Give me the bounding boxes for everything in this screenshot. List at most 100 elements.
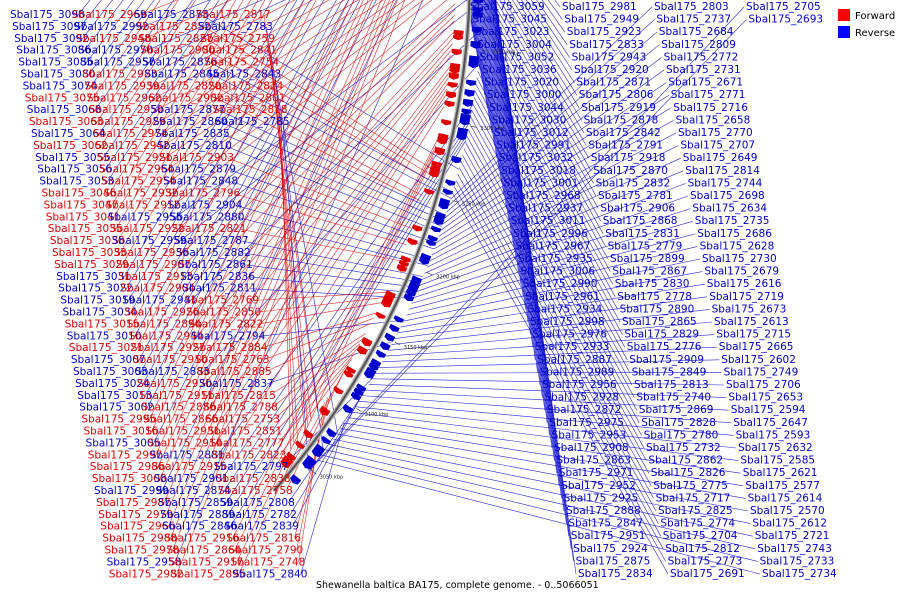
scale-tick-label: 3150 kbp: [404, 345, 428, 351]
scale-tick-label: 3350 kbp: [492, 49, 516, 55]
gene-label: Sbal175_2997: [88, 449, 163, 461]
gene-label: Sbal175_2916: [164, 533, 239, 545]
label-leader-line: [222, 133, 443, 227]
reverse-feature: [326, 427, 337, 438]
gene-label: Sbal175_3003: [73, 366, 148, 378]
scale-tick-label: 3300 kbp: [481, 126, 505, 132]
gene-label: Sbal175_2983: [83, 69, 158, 81]
map-caption: Shewanella baltica BA175, complete genom…: [316, 580, 599, 591]
label-leader-line: [478, 64, 621, 323]
label-leader-line: [492, 0, 548, 423]
gene-label: Sbal175_3062: [33, 140, 108, 152]
gene-label: Sbal175_2816: [226, 533, 301, 545]
gene-label: Sbal175_3045: [472, 14, 547, 26]
reverse-feature: [473, 0, 484, 5]
label-leader-line: [467, 0, 474, 33]
reverse-feature: [461, 108, 472, 115]
reverse-feature: [472, 11, 483, 19]
label-leader-line: [208, 50, 428, 180]
label-leader-line: [154, 0, 330, 99]
reverse-feature: [375, 349, 387, 358]
gene-label: Sbal175_2879: [161, 164, 236, 176]
label-leader-line: [491, 0, 592, 171]
gene-label: Sbal175_2763: [195, 354, 270, 366]
forward-feature: [434, 146, 446, 156]
label-leader-line: [138, 0, 337, 361]
gene-label: Sbal175_2968: [506, 190, 581, 202]
gene-label: Sbal175_2753: [205, 414, 280, 426]
label-leader-line: [123, 0, 291, 277]
feature-arrows: [280, 0, 484, 485]
gene-label: Sbal175_3007: [71, 354, 146, 366]
gene-label: Sbal175_2770: [678, 127, 753, 139]
label-leader-line: [126, 0, 298, 289]
gene-label: Sbal175_2822: [189, 318, 264, 330]
label-leader-line: [440, 69, 665, 231]
forward-feature: [400, 255, 411, 263]
label-leader-line: [111, 0, 237, 206]
gene-label: Sbal175_2614: [748, 492, 823, 504]
label-leader-line: [478, 0, 507, 209]
label-leader-line: [446, 31, 657, 212]
label-leader-line: [219, 106, 445, 468]
gene-label: Sbal175_2771: [671, 89, 746, 101]
gene-label: Sbal175_2986: [90, 461, 165, 473]
scale-tick-label: 3250 kbp: [462, 201, 486, 207]
gene-label: Sbal175_2730: [702, 253, 777, 265]
gene-label: Sbal175_3035: [48, 223, 123, 235]
label-leader-line: [177, 0, 447, 230]
gene-label: Sbal175_2735: [695, 215, 770, 227]
gene-label: Sbal175_2585: [740, 455, 815, 467]
label-leader-line: [512, 0, 580, 108]
gene-label: Sbal175_3036: [482, 64, 557, 76]
gene-label: Sbal175_2971: [559, 467, 634, 479]
forward-feature: [398, 259, 410, 267]
forward-feature: [448, 72, 460, 80]
label-leader-line: [355, 406, 737, 449]
gene-label: Sbal175_2886: [141, 402, 216, 414]
gene-label: Sbal175_2577: [745, 480, 820, 492]
gene-label: Sbal175_2621: [743, 467, 818, 479]
label-leader-line: [482, 18, 604, 234]
gene-label: Sbal175_3010: [67, 330, 142, 342]
gene-label: Sbal175_2778: [617, 291, 692, 303]
legend-forward-swatch: [838, 9, 850, 21]
label-leader-line: [198, 49, 453, 349]
gene-label: Sbal175_3052: [480, 51, 555, 63]
gene-label: Sbal175_2990: [523, 278, 598, 290]
forward-feature: [345, 365, 357, 374]
label-leader-line: [269, 333, 366, 397]
gene-label: Sbal175_3080: [21, 69, 96, 81]
label-leader-line: [473, 97, 633, 386]
gene-label: Sbal175_2616: [707, 278, 782, 290]
label-leader-line: [309, 19, 747, 471]
gene-label: Sbal175_2797: [214, 461, 289, 473]
gene-label: Sbal175_2632: [738, 442, 813, 454]
label-leader-line: [487, 0, 531, 335]
gene-label: Sbal175_2773: [668, 555, 743, 567]
gene-label: Sbal175_2869: [639, 404, 714, 416]
gene-label: Sbal175_2926: [125, 307, 200, 319]
label-leader-line: [278, 98, 295, 445]
gene-label: Sbal175_2706: [726, 379, 801, 391]
label-leader-line: [96, 0, 179, 123]
label-leader-line: [231, 181, 435, 250]
gene-label: Sbal175_3001: [504, 177, 579, 189]
reverse-feature: [464, 89, 475, 97]
gene-label: Sbal175_2796: [166, 188, 241, 200]
gene-label: Sbal175_2860: [153, 116, 228, 128]
gene-label: Sbal175_2954: [101, 176, 176, 188]
gene-label: Sbal175_2908: [554, 442, 629, 454]
label-leader-line: [206, 38, 429, 174]
label-leader-line: [109, 0, 229, 194]
gene-label: Sbal175_3032: [499, 152, 574, 164]
gene-label: Sbal175_2653: [728, 392, 803, 404]
gene-label: Sbal175_2788: [203, 402, 278, 414]
gene-label: Sbal175_3000: [487, 89, 562, 101]
label-leader-line: [429, 132, 677, 262]
label-leader-line: [473, 0, 495, 146]
label-leader-line: [483, 0, 597, 197]
label-leader-line: [466, 0, 469, 8]
gene-label: Sbal175_3015: [65, 318, 140, 330]
gene-label: Sbal175_2780: [644, 429, 719, 441]
